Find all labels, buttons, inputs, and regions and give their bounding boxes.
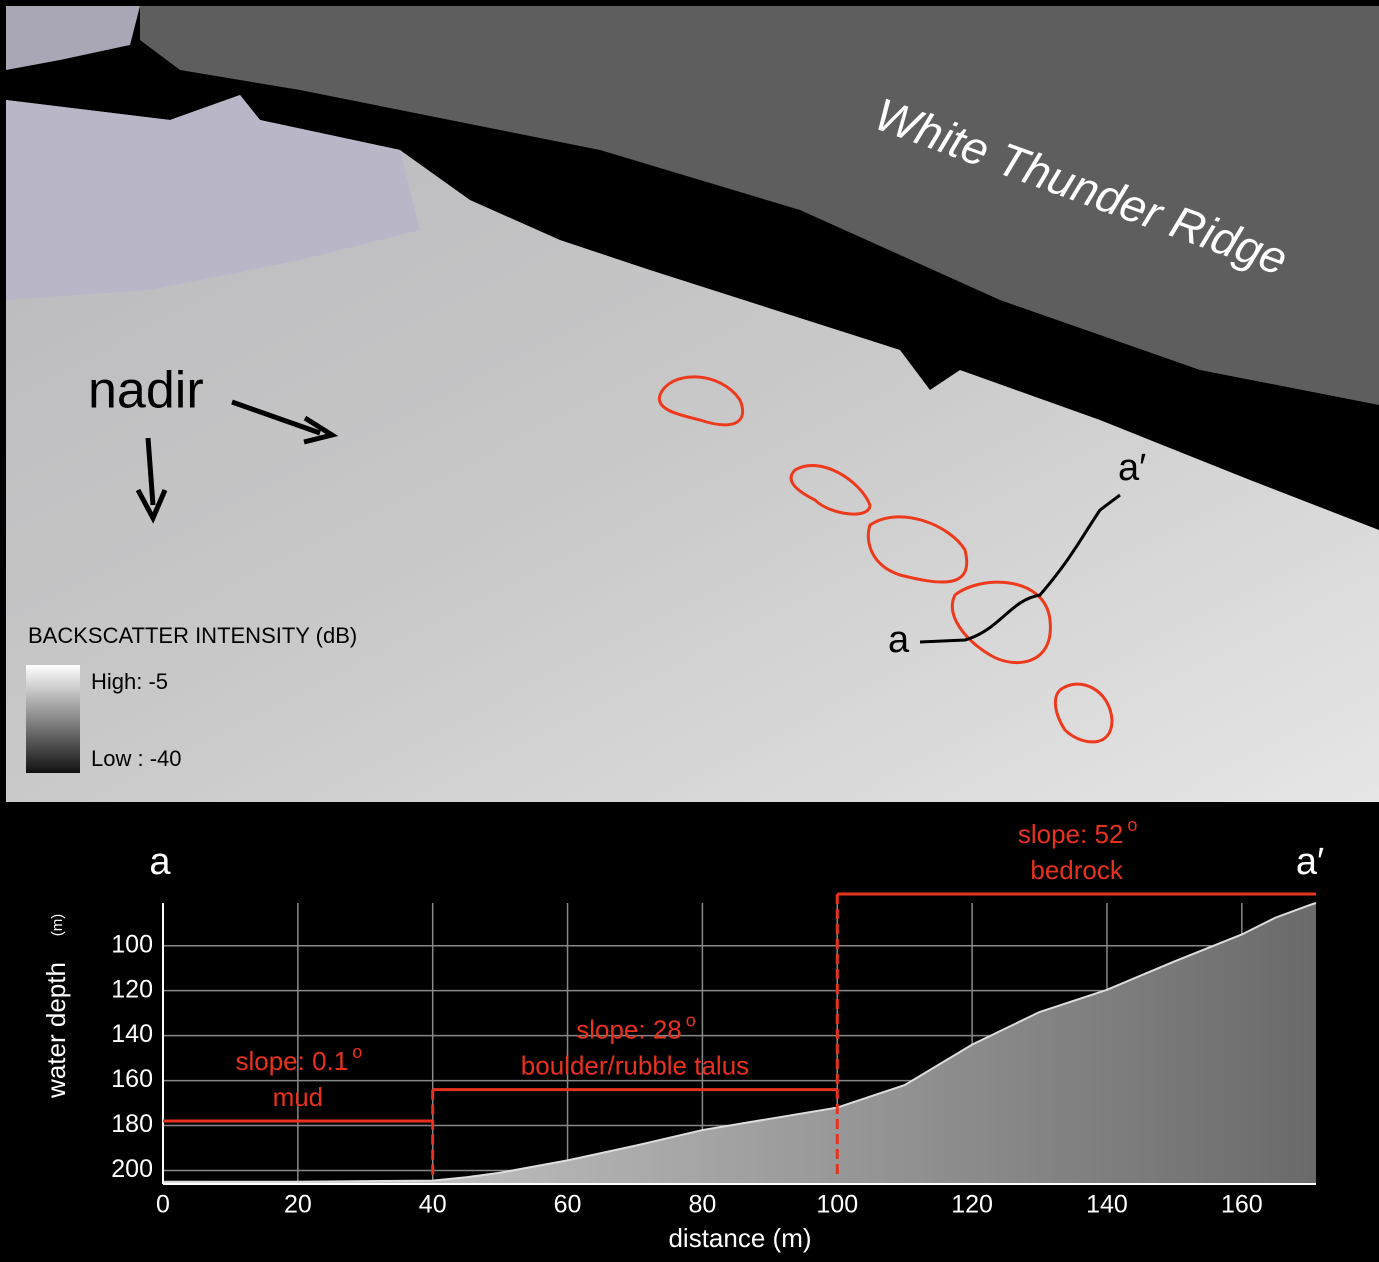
zone-material: boulder/rubble talus [521, 1050, 749, 1080]
outline [1053, 682, 1114, 744]
zone-slope: slope: 52 [1018, 819, 1124, 849]
x-tick-label: 20 [284, 1191, 312, 1219]
zone-degree: o [686, 1010, 696, 1030]
profile-chart: a a′ distance (m) water depth (m) 0 20 40 6… [41, 815, 1324, 1253]
profile-trace [919, 493, 1121, 644]
ridge [140, 6, 1379, 405]
zone-material: mud [273, 1082, 324, 1112]
x-tick-label: 60 [554, 1191, 582, 1219]
x-tick-label: 140 [1086, 1191, 1128, 1219]
arrow [231, 399, 339, 445]
profile-end: a′ [1118, 447, 1146, 489]
outline [950, 580, 1052, 664]
profile-start: a [888, 619, 910, 661]
basin [6, 95, 420, 300]
end-label: a′ [1296, 841, 1324, 883]
y-axis-label: water depth [41, 962, 71, 1099]
outline [657, 375, 744, 427]
x-axis-label: distance (m) [668, 1223, 811, 1253]
legend-scale [26, 665, 80, 773]
x-tick-label: 40 [419, 1191, 447, 1219]
zone-degree: o [352, 1042, 362, 1062]
nadir-label: nadir [88, 362, 204, 420]
seafloor [6, 95, 1379, 802]
arrow [135, 437, 168, 524]
zone-slope: slope: 28 [576, 1014, 682, 1044]
outline [866, 515, 969, 584]
y-tick-label: 120 [111, 975, 153, 1003]
x-tick-label: 100 [816, 1191, 858, 1219]
outline [789, 464, 872, 516]
legend-high: High: -5 [91, 669, 168, 694]
x-tick-label: 160 [1221, 1191, 1263, 1219]
y-tick-label: 100 [111, 930, 153, 958]
zone-slope: slope: 0.1 [235, 1046, 348, 1076]
x-tick-label: 0 [156, 1191, 170, 1219]
x-tick-label: 120 [951, 1191, 993, 1219]
y-tick-label: 180 [111, 1110, 153, 1138]
y-tick-label: 140 [111, 1020, 153, 1048]
y-axis-unit: (m) [49, 914, 66, 937]
profile-area [163, 903, 1316, 1184]
far-floor [6, 6, 140, 70]
y-tick-label: 200 [111, 1155, 153, 1183]
boulder-outlines [657, 375, 1114, 744]
legend-title: BACKSCATTER INTENSITY (dB) [28, 623, 357, 648]
y-tick-label: 160 [111, 1065, 153, 1093]
zone-material: bedrock [1030, 855, 1123, 885]
zone-degree: o [1127, 815, 1137, 835]
bathymetry-image: White Thunder Ridge nadir a a′ BACKSCATT… [6, 6, 1379, 802]
x-tick-label: 80 [689, 1191, 717, 1219]
start-label: a [149, 841, 171, 883]
legend-low: Low : -40 [91, 746, 182, 771]
